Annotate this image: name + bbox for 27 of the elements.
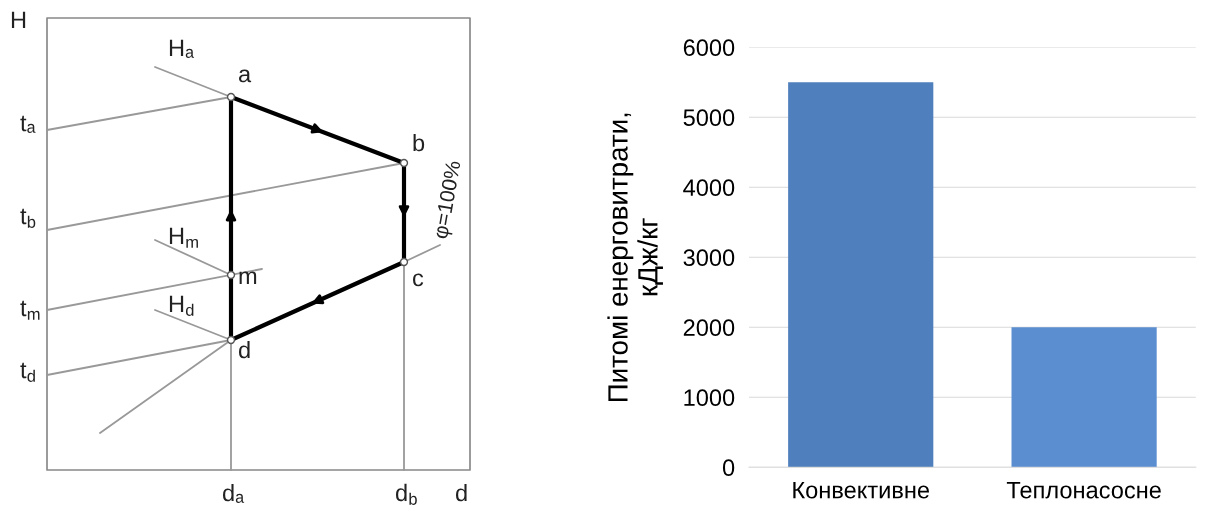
text: H$_{m}$	[169, 227, 198, 248]
text: φ=100%	[432, 160, 465, 240]
y-tick-label: 3000	[683, 249, 735, 267]
text: b	[413, 134, 425, 152]
text: c	[413, 273, 424, 287]
y-tick-label: 2000	[683, 319, 735, 337]
y-tick-label: 4000	[683, 179, 735, 197]
x-tick-label: Теплонасосне	[1006, 482, 1161, 499]
text: t$_{m}$	[20, 300, 40, 320]
y-tick-label: 5000	[683, 109, 735, 127]
x-tick-label: Конвективне	[793, 482, 929, 499]
y-tick-label: 0	[722, 459, 735, 477]
text: t$_{b}$	[20, 208, 36, 228]
text: H$_{d}$	[169, 295, 194, 316]
text: m	[239, 271, 257, 285]
text: a	[239, 69, 252, 83]
text: d$_{b}$	[395, 483, 417, 505]
text: H	[11, 11, 26, 29]
text: Hₐ	[169, 39, 195, 58]
text: d	[455, 483, 467, 502]
y-tick-label: 6000	[683, 39, 735, 57]
y-axis-title: Питомі енерговитрати, кДж/кг	[607, 113, 663, 402]
text: d	[238, 340, 250, 359]
text: tₐ	[20, 115, 36, 133]
y-tick-label: 1000	[684, 389, 735, 407]
text: t$_{d}$	[20, 362, 35, 382]
text: dₐ	[222, 483, 245, 503]
